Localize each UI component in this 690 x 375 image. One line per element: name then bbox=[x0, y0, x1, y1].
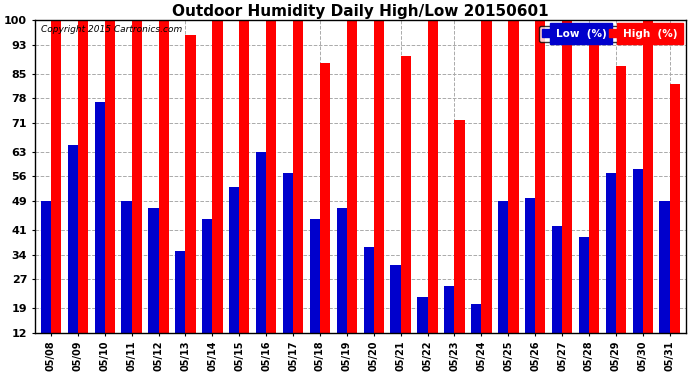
Bar bbox=[562, 20, 572, 333]
Bar bbox=[347, 20, 357, 333]
Bar bbox=[310, 219, 320, 333]
Bar bbox=[535, 20, 545, 333]
Bar bbox=[320, 63, 331, 333]
Bar bbox=[293, 20, 304, 333]
Bar bbox=[391, 265, 401, 333]
Bar bbox=[428, 20, 437, 333]
Bar bbox=[186, 34, 196, 333]
Bar bbox=[132, 20, 142, 333]
Bar bbox=[579, 237, 589, 333]
Bar bbox=[105, 20, 115, 333]
Bar bbox=[552, 226, 562, 333]
Text: Copyright 2015 Cartronics.com: Copyright 2015 Cartronics.com bbox=[41, 25, 183, 34]
Bar bbox=[455, 120, 464, 333]
Bar bbox=[633, 170, 643, 333]
Bar bbox=[229, 187, 239, 333]
Bar bbox=[660, 201, 670, 333]
Bar bbox=[606, 173, 616, 333]
Legend: Low  (%), High  (%): Low (%), High (%) bbox=[539, 26, 680, 42]
Bar bbox=[471, 304, 482, 333]
Bar bbox=[78, 20, 88, 333]
Bar bbox=[616, 66, 626, 333]
Bar bbox=[444, 286, 455, 333]
Bar bbox=[364, 248, 374, 333]
Bar bbox=[41, 201, 51, 333]
Bar bbox=[482, 20, 491, 333]
Bar bbox=[202, 219, 213, 333]
Bar bbox=[68, 144, 78, 333]
Bar bbox=[159, 20, 169, 333]
Bar bbox=[239, 20, 250, 333]
Bar bbox=[95, 102, 105, 333]
Title: Outdoor Humidity Daily High/Low 20150601: Outdoor Humidity Daily High/Low 20150601 bbox=[172, 4, 549, 19]
Bar bbox=[148, 209, 159, 333]
Bar bbox=[175, 251, 186, 333]
Bar bbox=[589, 31, 599, 333]
Bar bbox=[51, 20, 61, 333]
Bar bbox=[643, 20, 653, 333]
Bar bbox=[401, 56, 411, 333]
Bar bbox=[525, 198, 535, 333]
Bar bbox=[337, 209, 347, 333]
Bar bbox=[417, 297, 428, 333]
Bar bbox=[266, 20, 277, 333]
Bar bbox=[670, 84, 680, 333]
Bar bbox=[283, 173, 293, 333]
Bar bbox=[213, 20, 223, 333]
Bar bbox=[509, 20, 518, 333]
Bar bbox=[121, 201, 132, 333]
Bar bbox=[374, 20, 384, 333]
Bar bbox=[256, 152, 266, 333]
Bar bbox=[498, 201, 509, 333]
